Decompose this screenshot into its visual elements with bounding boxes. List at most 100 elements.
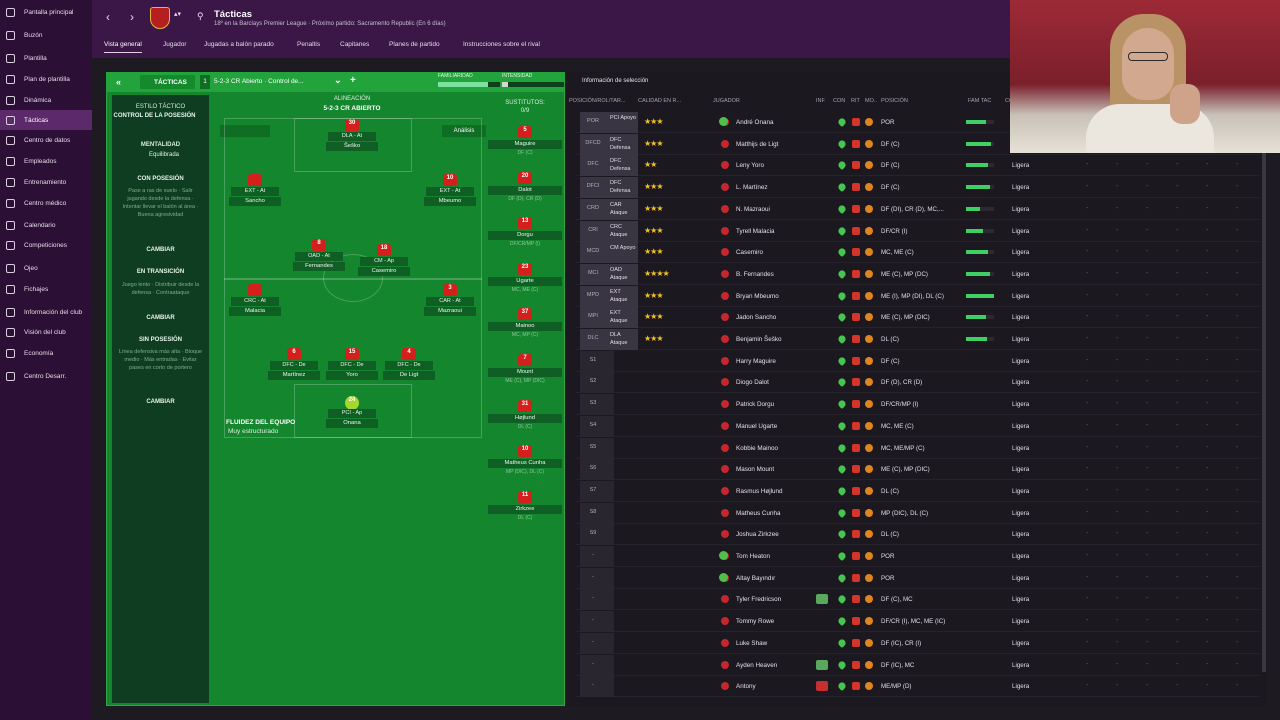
table-row[interactable]: DFC Defensa DFCI ★★★ L. Martínez DF (C) Liger… [576, 177, 1260, 199]
table-scrollbar[interactable] [1262, 112, 1266, 672]
table-row[interactable]: - Luke Shaw DF (IC), CR (I) Ligera - - - - - - [576, 632, 1260, 654]
pitch-player[interactable]: 4 DFC - De De Ligt [379, 348, 439, 382]
sub-player[interactable]: 11 Zirkzee DL (C) [486, 490, 564, 531]
column-header[interactable]: POSICIÓN/ROL/TAR... [569, 98, 626, 104]
position-slot[interactable] [580, 480, 614, 502]
position-slot[interactable]: DFC Defensa [580, 133, 638, 155]
position-slot[interactable] [580, 611, 614, 633]
nav-item-13[interactable]: Fichajes [0, 279, 92, 299]
player-name[interactable]: Tom Heaton [736, 553, 770, 560]
tab-0[interactable]: Vista general [104, 41, 142, 53]
fluidity-value[interactable]: Muy estructurado [228, 428, 279, 435]
pitch-player[interactable]: 3 CAR - At Mazraoui [420, 284, 480, 318]
sub-player[interactable]: 5 Maguire DF (C) [486, 126, 564, 166]
back-arrow-icon[interactable]: ‹ [106, 10, 110, 24]
tab-2[interactable]: Jugadas a balón parado [204, 41, 274, 48]
player-name[interactable]: Matheus Cunha [736, 509, 781, 517]
player-name[interactable]: L. Martínez [736, 184, 768, 192]
sub-player[interactable]: 20 Dalot DF (D), CR (D) [486, 171, 564, 212]
table-row[interactable]: S3 Patrick Dorgu DF/CR/MP (I) Ligera - - - - - - [576, 394, 1260, 416]
nav-item-16[interactable]: Economía [0, 343, 92, 363]
nav-item-9[interactable]: Centro médico [0, 193, 92, 213]
table-row[interactable]: CM Apoyo MCD ★★★ Casemiro MC, ME (C) Ligera - -… [576, 242, 1260, 264]
tab-3[interactable]: Penaltis [297, 41, 321, 48]
nav-item-10[interactable]: Calendario [0, 215, 92, 235]
tab-4[interactable]: Capitanes [340, 41, 370, 48]
position-slot[interactable] [580, 394, 614, 416]
table-row[interactable]: S9 Joshua Zirkzee DL (C) Ligera - - - - - - [576, 524, 1260, 546]
nav-item-0[interactable]: Pantalla principal [0, 2, 92, 22]
player-name[interactable]: Altay Bayındır [736, 574, 776, 582]
table-row[interactable]: S6 Mason Mount ME (C), MP (DIC) Ligera - - - - -… [576, 459, 1260, 481]
player-name[interactable]: N. Mazraoui [736, 205, 770, 213]
club-menu-chevron-icon[interactable]: ▴▾ [174, 11, 182, 18]
forward-arrow-icon[interactable]: › [130, 10, 134, 24]
table-row[interactable]: CRC Ataque CRI ★★★ Tyrell Malacia DF/CR (I) L… [576, 220, 1260, 242]
in-possession-change-button[interactable]: CAMBIAR [146, 247, 175, 253]
position-slot[interactable] [580, 524, 614, 546]
player-name[interactable]: Casemiro [736, 249, 763, 257]
out-possession-change-button[interactable]: CAMBIAR [146, 399, 175, 405]
table-row[interactable]: DFC Defensa DFC ★★ Leny Yoro DF (C) Ligera - - -… [576, 155, 1260, 177]
pitch-player[interactable]: 15 DFC - De Yoro [322, 348, 382, 382]
player-name[interactable]: Harry Maguire [736, 357, 776, 365]
pitch-player[interactable]: 24 PCI - Ap Onana [322, 396, 382, 430]
player-name[interactable]: Matthijs de Ligt [736, 140, 779, 148]
player-name[interactable]: Ayden Heaven [736, 661, 778, 669]
column-header[interactable]: CALIDAD EN R... [638, 98, 682, 104]
selection-info-button[interactable]: Información de selección [582, 78, 649, 84]
position-slot[interactable] [580, 372, 614, 394]
position-slot[interactable] [580, 589, 614, 611]
position-slot[interactable] [580, 502, 614, 524]
position-slot[interactable] [580, 459, 614, 481]
player-name[interactable]: Antony [736, 683, 756, 691]
player-name[interactable]: Patrick Dorgu [736, 401, 775, 409]
alignment-select[interactable]: 5-2-3 CR ABIERTO [323, 105, 381, 112]
position-slot[interactable] [580, 654, 614, 676]
position-slot[interactable] [580, 632, 614, 654]
position-slot[interactable] [580, 676, 614, 698]
column-header[interactable]: POSICIÓN [881, 98, 908, 104]
position-slot[interactable] [580, 546, 614, 567]
sub-player[interactable]: 10 Matheus Cunha MP (DIC), DL (C) [486, 445, 564, 485]
column-header[interactable]: INF [816, 98, 825, 104]
table-row[interactable]: EXT Ataque MPD ★★★ Bryan Mbeumo ME (I), MP (… [576, 285, 1260, 307]
table-row[interactable]: S5 Kobbie Mainoo MC, ME/MP (C) Ligera - - - - - - [576, 437, 1260, 459]
table-row[interactable]: EXT Ataque MPI ★★★ Jadon Sancho ME (C), MP (… [576, 307, 1260, 329]
player-name[interactable]: Tommy Rowe [736, 618, 775, 626]
table-row[interactable]: OAD Ataque MCI ★★★★ B. Fernandes ME (C), MP … [576, 263, 1260, 285]
position-slot[interactable]: EXT Ataque [580, 307, 638, 329]
club-crest-icon[interactable] [150, 7, 170, 29]
player-name[interactable]: B. Fernandes [736, 270, 774, 278]
table-row[interactable]: S4 Manuel Ugarte MC, ME (C) Ligera - - - - - - [576, 415, 1260, 437]
table-row[interactable]: DLA Ataque DLC ★★★ Benjamin Šeško DL (C) Lige… [576, 329, 1260, 350]
nav-item-4[interactable]: Dinámica [0, 90, 92, 110]
nav-item-12[interactable]: Ojeo [0, 258, 92, 278]
pitch-player[interactable]: EXT - At Sancho [225, 174, 285, 208]
table-row[interactable]: - Tom Heaton POR Ligera - - - - - - [576, 546, 1260, 567]
position-slot[interactable] [580, 350, 614, 372]
position-slot[interactable]: OAD Ataque [580, 263, 638, 285]
tactic-slot[interactable]: 1 [200, 75, 210, 89]
pitch-player[interactable]: 18 CM - Ap Casemiro [354, 244, 414, 278]
analysis-button[interactable]: Análisis [442, 125, 486, 137]
position-slot[interactable]: DFC Defensa [580, 177, 638, 199]
table-row[interactable]: - Altay Bayındır POR Ligera - - - - - - [576, 567, 1260, 589]
column-header[interactable]: JUGADOR [713, 98, 740, 104]
position-slot[interactable] [580, 567, 614, 589]
mentality-select[interactable]: Equilibrada [148, 152, 180, 158]
sub-player[interactable]: 13 Dorgu DF/CR/MP (I) [486, 217, 564, 257]
formation-menu-chevron-icon[interactable]: ⌄ [334, 75, 342, 85]
table-row[interactable]: S1 Harry Maguire DF (C) Ligera - - - - - - [576, 350, 1260, 372]
player-name[interactable]: Bryan Mbeumo [736, 292, 779, 300]
sub-player[interactable]: 31 Højlund DL (C) [486, 399, 564, 440]
position-slot[interactable] [580, 437, 614, 459]
table-row[interactable]: CAR Ataque CRD ★★★ N. Mazraoui DF (DI), CR (… [576, 198, 1260, 220]
transition-change-button[interactable]: CAMBIAR [146, 315, 175, 321]
nav-item-8[interactable]: Entrenamiento [0, 172, 92, 192]
player-name[interactable]: Diogo Dalot [736, 379, 769, 387]
player-name[interactable]: Rasmus Højlund [736, 487, 783, 495]
player-name[interactable]: Leny Yoro [736, 162, 765, 170]
pitch-player[interactable]: 6 DFC - De Martínez [264, 348, 324, 382]
